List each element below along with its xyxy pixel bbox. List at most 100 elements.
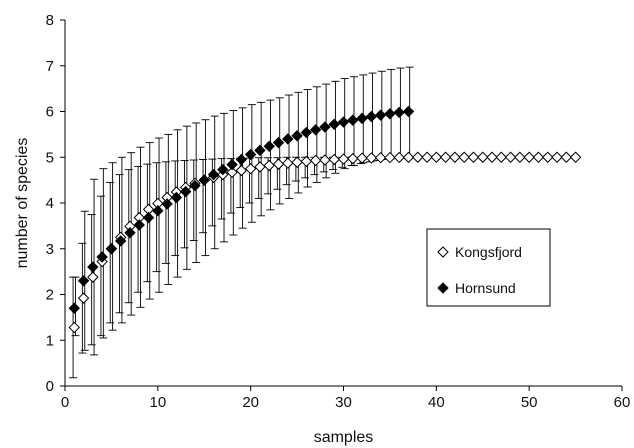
legend-box <box>426 228 551 307</box>
hornsund-point <box>207 168 220 181</box>
hornsund-point <box>328 118 340 131</box>
kongsfjord-point <box>282 157 294 169</box>
y-tick-label: 2 <box>46 287 54 304</box>
hornsund-point <box>384 108 396 120</box>
kongsfjord-point <box>300 155 313 168</box>
kongsfjord-point <box>449 151 461 163</box>
hornsund-point <box>244 148 257 161</box>
hornsund-point <box>87 261 99 273</box>
kongsfjord-point <box>523 151 535 163</box>
kongsfjord-point <box>374 152 387 164</box>
kongsfjord-point <box>68 321 80 334</box>
legend: Kongsfjord Hornsund <box>426 228 551 307</box>
markers <box>68 105 582 334</box>
kongsfjord-point <box>291 156 303 168</box>
kongsfjord-point <box>393 151 405 164</box>
x-tick-label: 60 <box>614 394 631 411</box>
hornsund-point <box>142 211 155 224</box>
hornsund-point <box>291 130 303 142</box>
kongsfjord-point <box>504 151 517 163</box>
kongsfjord-point <box>458 151 470 163</box>
hornsund-point <box>226 158 238 171</box>
x-tick-label: 50 <box>521 394 538 411</box>
kongsfjord-point <box>486 151 498 163</box>
kongsfjord-point <box>569 151 582 163</box>
hornsund-point <box>217 163 229 176</box>
y-tick-label: 1 <box>46 332 54 349</box>
hornsund-point <box>337 116 350 128</box>
y-axis-title: number of species <box>14 138 31 269</box>
kongsfjord-point <box>309 154 322 167</box>
hornsund-point <box>105 243 118 255</box>
hornsund-point <box>161 198 173 210</box>
kongsfjord-point <box>402 151 415 164</box>
hornsund-point <box>402 105 415 118</box>
x-tick-label: 0 <box>61 394 69 411</box>
kongsfjord-point <box>337 153 350 165</box>
hornsund-point <box>393 106 405 119</box>
kongsfjord-point <box>77 292 90 304</box>
ticks: 0 10 20 30 40 50 60 0 1 2 3 4 5 6 7 8 <box>46 12 631 411</box>
kongsfjord-point <box>356 152 368 164</box>
x-tick-label: 10 <box>149 394 166 411</box>
kongsfjord-point <box>430 151 443 163</box>
y-tick-label: 5 <box>46 149 54 166</box>
kongsfjord-point <box>551 151 563 163</box>
kongsfjord-point <box>421 151 433 163</box>
y-tick-label: 7 <box>46 58 54 75</box>
hornsund-point <box>235 153 248 166</box>
hornsund-point <box>272 136 285 149</box>
legend-items: Kongsfjord Hornsund <box>437 244 522 296</box>
kongsfjord-point <box>87 271 99 283</box>
kongsfjord-point <box>263 159 275 172</box>
hornsund-point <box>309 124 322 136</box>
y-tick-label: 6 <box>46 104 54 121</box>
y-tick-label: 3 <box>46 241 54 258</box>
kongsfjord-point <box>439 151 452 163</box>
hornsund-point <box>347 114 359 126</box>
kongsfjord-point <box>495 151 508 163</box>
hornsund-point <box>179 185 192 198</box>
hornsund-point <box>96 251 108 263</box>
kongsfjord-point <box>467 151 480 163</box>
y-tick-label: 4 <box>46 195 54 212</box>
hornsund-point <box>300 126 313 139</box>
legend-marker <box>437 246 449 258</box>
hornsund-point <box>152 205 164 217</box>
hornsund-point <box>77 275 90 287</box>
hornsund-point <box>170 191 183 204</box>
hornsund-point <box>263 140 275 152</box>
y-tick-label: 0 <box>46 378 54 395</box>
hornsund-point <box>374 109 387 121</box>
kongsfjord-point <box>477 151 489 163</box>
kongsfjord-point <box>412 151 424 163</box>
kongsfjord-point <box>347 152 359 165</box>
hornsund-point <box>189 179 201 192</box>
kongsfjord-point <box>365 152 378 164</box>
kongsfjord-point <box>532 151 545 163</box>
hornsund-point <box>124 227 136 239</box>
kongsfjord-point <box>244 162 257 175</box>
axes <box>64 20 622 387</box>
hornsund-point <box>133 219 145 231</box>
kongsfjord-point <box>384 151 396 164</box>
kongsfjord-point <box>319 154 331 166</box>
legend-marker <box>437 282 449 294</box>
hornsund-point <box>198 174 210 186</box>
kongsfjord-point <box>542 151 554 163</box>
kongsfjord-point <box>254 161 266 173</box>
hornsund-point <box>356 112 368 125</box>
hornsund-point <box>282 133 294 145</box>
kongsfjord-point <box>560 151 573 163</box>
y-tick-label: 8 <box>46 12 54 29</box>
legend-label: Kongsfjord <box>455 244 522 260</box>
hornsund-point <box>254 144 266 157</box>
kongsfjord-point <box>235 164 248 177</box>
x-tick-label: 20 <box>242 394 259 411</box>
x-tick-label: 40 <box>428 394 445 411</box>
kongsfjord-point <box>272 158 285 170</box>
x-axis-title: samples <box>314 429 374 446</box>
hornsund-point <box>68 302 80 314</box>
hornsund-point <box>365 110 378 123</box>
